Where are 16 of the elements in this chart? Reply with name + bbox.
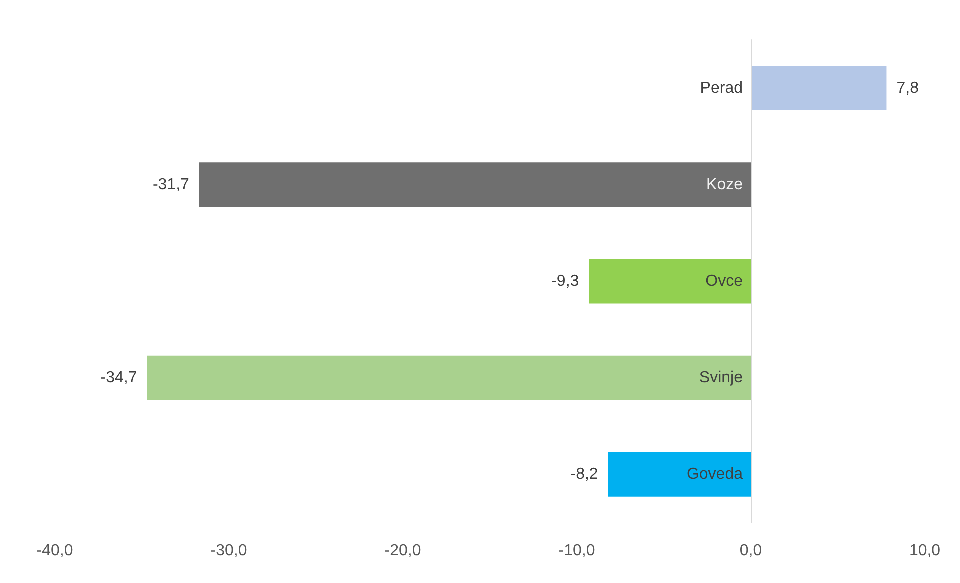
x-tick-label: -20,0 [384, 542, 422, 560]
data-label: -9,3 [552, 273, 580, 290]
y-tick-label: Koze [706, 176, 744, 194]
y-tick-label: Svinje [699, 370, 744, 387]
y-tick-label: Perad [700, 80, 743, 97]
data-label: -34,7 [100, 370, 138, 387]
data-label: 7,8 [896, 80, 920, 97]
x-tick-label: 10,0 [909, 542, 941, 560]
x-tick-label: -40,0 [36, 542, 74, 560]
data-label: -31,7 [152, 176, 190, 194]
x-tick-label: 0,0 [740, 542, 762, 560]
data-label: -8,2 [570, 466, 598, 484]
y-tick-label: Goveda [686, 466, 744, 484]
x-tick-label: -10,0 [558, 542, 596, 560]
y-tick-label: Ovce [706, 273, 744, 290]
x-tick-label: -30,0 [210, 542, 248, 560]
